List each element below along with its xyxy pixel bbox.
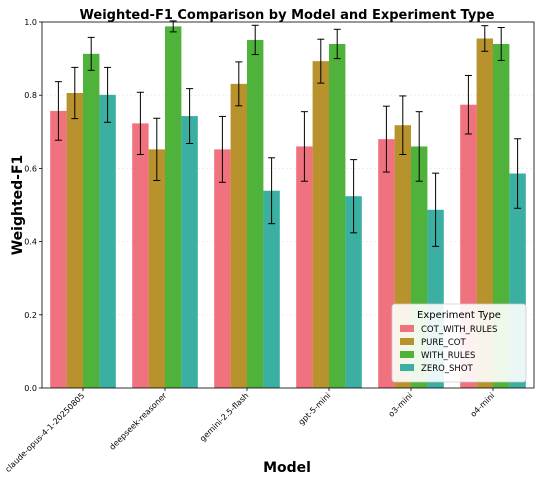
legend-entry: WITH_RULES	[421, 351, 475, 361]
legend-entry: PURE_COT	[421, 338, 466, 348]
bar	[66, 93, 83, 388]
bar	[263, 190, 280, 388]
legend-swatch	[400, 364, 414, 371]
bar	[329, 43, 346, 389]
legend-box	[391, 303, 527, 383]
bar	[214, 149, 231, 388]
bar	[181, 116, 198, 388]
bar	[99, 94, 116, 389]
plot-frame	[41, 21, 535, 389]
y-tick-label: 1.0	[24, 18, 37, 27]
legend-entry: COT_WITH_RULES	[421, 325, 497, 335]
bar	[312, 61, 329, 389]
legend-title: Experiment Type	[417, 310, 501, 321]
bar	[247, 39, 264, 389]
bar	[493, 43, 510, 389]
legend-swatch	[400, 338, 414, 345]
legend-entry: ZERO_SHOT	[421, 364, 474, 374]
bar	[345, 196, 362, 388]
bar	[296, 146, 313, 388]
legend: Experiment Type COT_WITH_RULES PURE_COT WI…	[391, 303, 527, 383]
y-tick-label: 0.8	[24, 91, 37, 100]
bar	[148, 149, 165, 388]
y-tick-label: 0.6	[24, 164, 37, 173]
bar	[230, 83, 247, 388]
legend-swatch	[400, 351, 414, 358]
y-axis: 0.0 0.2 0.4 0.6 0.8 1.0	[24, 18, 42, 393]
y-axis-label: Weighted-F1	[10, 155, 26, 256]
y-tick-label: 0.0	[24, 384, 37, 393]
bar	[132, 123, 149, 388]
x-axis-label: Model	[263, 460, 311, 476]
chart-title: Weighted-F1 Comparison by Model and Expe…	[80, 8, 495, 23]
y-tick-label: 0.4	[24, 238, 37, 247]
bar	[378, 139, 395, 388]
bar	[165, 26, 182, 389]
bar	[83, 53, 100, 388]
error-bars	[54, 20, 522, 247]
legend-swatch	[400, 325, 414, 332]
bar	[50, 110, 67, 389]
bar	[476, 38, 493, 388]
y-tick-label: 0.2	[24, 311, 37, 320]
